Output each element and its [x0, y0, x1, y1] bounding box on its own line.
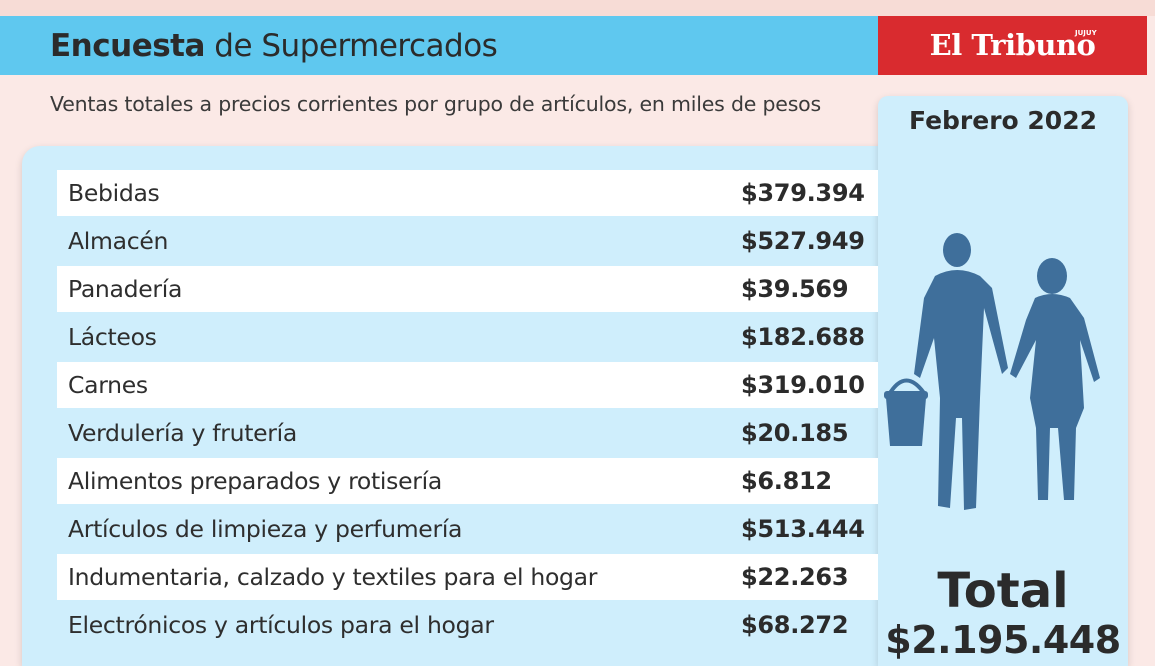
row-value: $20.185	[741, 419, 849, 447]
table-row: Bebidas $379.394	[57, 170, 878, 218]
row-label: Electrónicos y artículos para el hogar	[68, 611, 494, 639]
row-label: Artículos de limpieza y perfumería	[68, 515, 463, 543]
subtitle: Ventas totales a precios corrientes por …	[50, 92, 822, 116]
side-panel	[878, 96, 1128, 666]
page-title: Encuesta de Supermercados	[50, 26, 498, 66]
row-label: Verdulería y frutería	[68, 419, 297, 447]
table-row: Alimentos preparados y rotisería $6.812	[57, 458, 878, 506]
header-bar	[0, 16, 878, 75]
row-label: Alimentos preparados y rotisería	[68, 467, 442, 495]
row-label: Carnes	[68, 371, 148, 399]
row-value: $39.569	[741, 275, 849, 303]
sales-table: Bebidas $379.394 Almacén $527.949 Panade…	[57, 170, 878, 650]
top-strip	[0, 0, 1155, 16]
row-value: $68.272	[741, 611, 849, 639]
row-label: Almacén	[68, 227, 169, 255]
row-label: Lácteos	[68, 323, 157, 351]
row-value: $513.444	[741, 515, 865, 543]
title-rest: de Supermercados	[204, 28, 498, 64]
table-row: Panadería $39.569	[57, 266, 878, 314]
row-value: $22.263	[741, 563, 849, 591]
row-value: $527.949	[741, 227, 865, 255]
table-row: Lácteos $182.688	[57, 314, 878, 362]
table-row: Verdulería y frutería $20.185	[57, 410, 878, 458]
total-value: $2.195.448	[885, 618, 1121, 662]
title-bold: Encuesta	[50, 28, 205, 64]
row-label: Panadería	[68, 275, 183, 303]
row-value: $379.394	[741, 179, 865, 207]
brand-logo: El Tribuno	[929, 28, 1096, 62]
row-label: Indumentaria, calzado y textiles para el…	[68, 563, 598, 591]
table-row: Artículos de limpieza y perfumería $513.…	[57, 506, 878, 554]
couple-shopping-silhouette-icon	[884, 233, 1100, 510]
total-label: Total	[937, 563, 1069, 619]
table-row: Electrónicos y artículos para el hogar $…	[57, 602, 878, 650]
row-value: $6.812	[741, 467, 832, 495]
table-row: Almacén $527.949	[57, 218, 878, 266]
brand-tag: JUJUY	[1075, 29, 1097, 37]
table-row: Carnes $319.010	[57, 362, 878, 410]
row-value: $182.688	[741, 323, 865, 351]
row-label: Bebidas	[68, 179, 160, 207]
period-label: Febrero 2022	[909, 106, 1097, 135]
row-value: $319.010	[741, 371, 865, 399]
brand-logo-box: El Tribuno JUJUY	[878, 16, 1147, 75]
table-row: Indumentaria, calzado y textiles para el…	[57, 554, 878, 602]
